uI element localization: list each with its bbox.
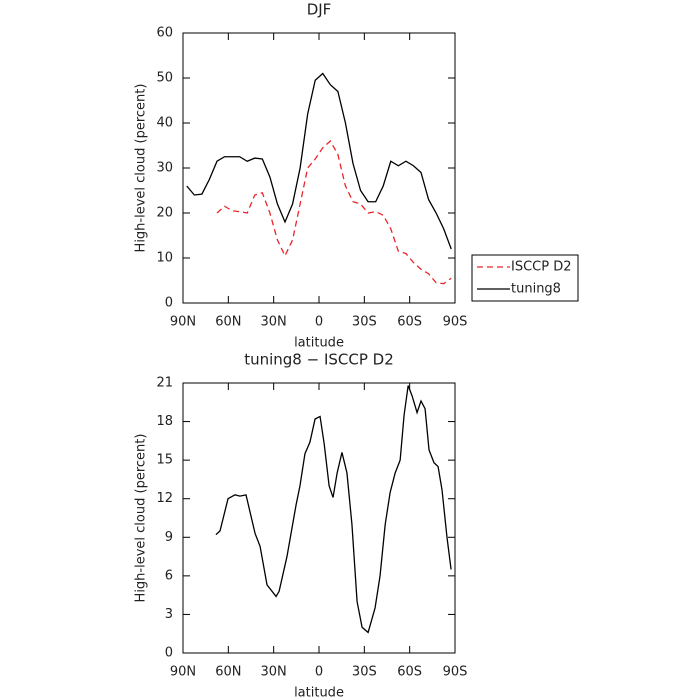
y-tick-label: 21 bbox=[156, 376, 173, 391]
x-tick-label: 90N bbox=[170, 665, 196, 680]
y-tick-label: 50 bbox=[156, 71, 173, 86]
x-tick-label: 30N bbox=[261, 315, 287, 330]
chart-title: tuning8 − ISCCP D2 bbox=[244, 351, 394, 369]
y-tick-label: 10 bbox=[156, 251, 173, 266]
legend-label: tuning8 bbox=[511, 282, 561, 297]
y-tick-label: 9 bbox=[165, 530, 173, 545]
y-tick-label: 18 bbox=[156, 414, 173, 429]
x-tick-label: 0 bbox=[315, 315, 323, 330]
plot-frame bbox=[182, 32, 456, 304]
data-line bbox=[216, 139, 452, 285]
y-tick-label: 3 bbox=[165, 607, 173, 622]
y-tick-label: 15 bbox=[156, 453, 173, 468]
y-tick-label: 30 bbox=[156, 161, 173, 176]
x-tick-label: 60S bbox=[397, 315, 422, 330]
x-tick-label: 60N bbox=[215, 665, 241, 680]
x-tick-label: 90N bbox=[170, 315, 196, 330]
y-tick-label: 12 bbox=[156, 491, 173, 506]
data-line bbox=[186, 72, 452, 250]
x-axis-label: latitude bbox=[294, 686, 344, 700]
chart-title: DJF bbox=[307, 1, 332, 19]
y-tick-label: 60 bbox=[156, 26, 173, 41]
x-tick-label: 90S bbox=[443, 315, 468, 330]
y-axis-label: High-level cloud (percent) bbox=[134, 434, 149, 603]
x-tick-label: 0 bbox=[315, 665, 323, 680]
x-tick-label: 30S bbox=[352, 665, 377, 680]
x-axis-label: latitude bbox=[294, 336, 344, 351]
x-tick-label: 30N bbox=[261, 665, 287, 680]
y-tick-label: 0 bbox=[165, 646, 173, 661]
y-tick-label: 20 bbox=[156, 206, 173, 221]
x-tick-label: 30S bbox=[352, 315, 377, 330]
plot-frame bbox=[182, 382, 456, 654]
data-line bbox=[215, 385, 452, 634]
y-tick-label: 0 bbox=[165, 296, 173, 311]
y-axis-label: High-level cloud (percent) bbox=[134, 84, 149, 253]
x-tick-label: 90S bbox=[443, 665, 468, 680]
y-tick-label: 6 bbox=[165, 568, 173, 583]
x-tick-label: 60N bbox=[215, 315, 241, 330]
x-tick-label: 60S bbox=[397, 665, 422, 680]
legend-label: ISCCP D2 bbox=[511, 260, 572, 275]
y-tick-label: 40 bbox=[156, 116, 173, 131]
legend-box bbox=[471, 254, 579, 302]
